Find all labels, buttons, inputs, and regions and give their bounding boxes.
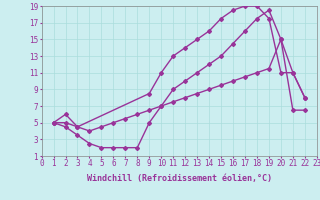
X-axis label: Windchill (Refroidissement éolien,°C): Windchill (Refroidissement éolien,°C)	[87, 174, 272, 183]
